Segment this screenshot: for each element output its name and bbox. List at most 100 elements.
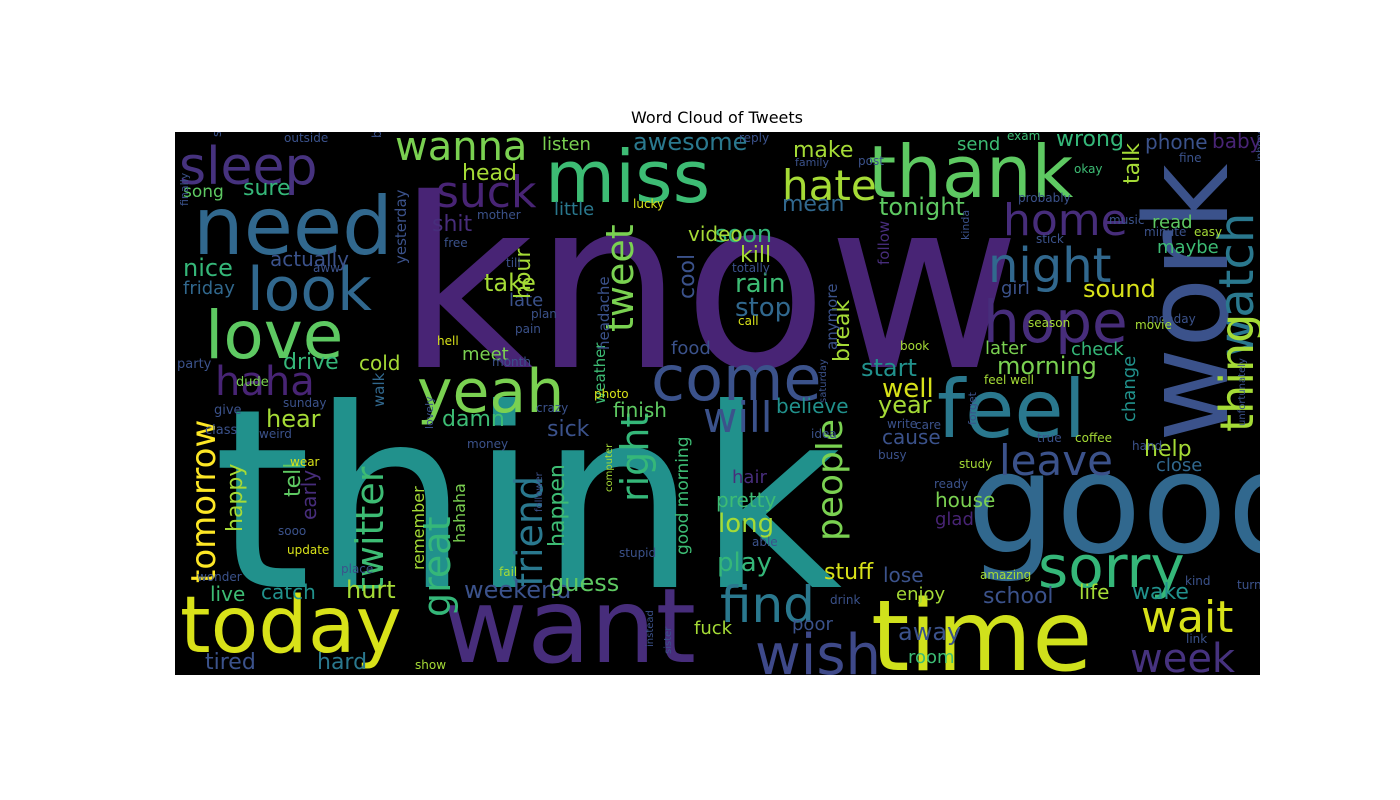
word-miss: miss [545, 135, 710, 219]
word-follow: follow [875, 221, 893, 265]
word-hurt: hurt [346, 576, 396, 604]
word-glad: glad [935, 509, 974, 530]
word-thing: thing [1210, 314, 1260, 432]
word-catch: catch [261, 580, 316, 604]
word-follower: follower [534, 471, 545, 512]
word-dude: dude [236, 375, 269, 390]
word-instead: instead [645, 610, 656, 647]
word-break: break [830, 299, 855, 362]
word-hard: hard [317, 650, 367, 675]
word-work: work [1121, 163, 1255, 442]
word-talk: talk [1120, 143, 1145, 184]
word-suck: suck [436, 167, 537, 218]
word-lose: lose [883, 563, 924, 587]
word-good: good [967, 423, 1260, 586]
word-awesome: awesome [633, 132, 747, 156]
word-minute: minute [1144, 225, 1186, 239]
word-wake: wake [1132, 580, 1189, 605]
word-late: late [509, 290, 543, 311]
word-close: close [1156, 455, 1202, 476]
word-okay: okay [1074, 162, 1103, 176]
word-feel: feel [937, 363, 1086, 456]
word-hour: hour [511, 248, 536, 299]
word-tonight: tonight [879, 193, 965, 221]
word-year: year [878, 391, 932, 419]
word-damn: damn [442, 407, 505, 432]
word-free: free [444, 236, 468, 250]
word-sleep: sleep [179, 137, 318, 197]
word-music: music [1109, 213, 1144, 227]
word-rain: rain [735, 269, 785, 299]
word-wear: wear [290, 455, 320, 469]
word-will: will [703, 393, 772, 442]
word-totally: totally [732, 261, 770, 275]
word-sunday: sunday [283, 396, 327, 410]
word-show: show [415, 658, 446, 672]
word-sick: sick [547, 417, 590, 442]
word-finish: finish [613, 398, 667, 422]
word-stick: stick [1036, 232, 1064, 246]
word-photo: photo [594, 387, 629, 401]
word-hate: hate [782, 161, 877, 210]
word-true: true [1037, 431, 1062, 445]
word-make: make [793, 138, 853, 163]
word-cool: cool [675, 254, 700, 299]
word-good-morning: good morning [673, 436, 693, 555]
word-yesterday: yesterday [392, 189, 410, 264]
word-feel-well: feel well [984, 373, 1034, 387]
word-great: great [415, 517, 459, 617]
word-friday: friday [183, 278, 235, 299]
word-well: well [882, 374, 934, 404]
word-headache: headache [595, 276, 613, 350]
word-anymore: anymore [823, 284, 841, 350]
word-night: night [988, 238, 1111, 294]
word-pretty: pretty [716, 488, 776, 512]
word-update: update [287, 543, 329, 557]
word-cause: cause [882, 425, 941, 449]
word-tomorrow: tomorrow [184, 420, 224, 583]
word-amazing: amazing [980, 568, 1031, 582]
word-hand: hand [1132, 439, 1162, 453]
word-hope: hope [983, 288, 1128, 356]
word-watch: watch [1209, 213, 1260, 357]
word-ready: ready [934, 477, 968, 491]
word-cloud-background [175, 132, 1260, 675]
word-video: video [688, 222, 743, 246]
word-pain: pain [515, 322, 541, 336]
word-send: send [957, 134, 1000, 155]
word-kinda: kinda [959, 210, 972, 240]
word-sister: sister [663, 626, 674, 654]
word-drive: drive [283, 350, 339, 375]
word-kind: kind [1185, 574, 1211, 588]
word-weird: weird [259, 427, 292, 441]
word-reply: reply [739, 132, 769, 145]
word-happy: happy [223, 464, 248, 532]
word-actually: actually [270, 247, 349, 271]
word-nice: nice [183, 254, 233, 282]
word-leave: leave [999, 436, 1113, 485]
word-read: read [1152, 212, 1193, 233]
word-poor: poor [792, 614, 833, 635]
word-unfortunately: unfortunately [1237, 358, 1248, 426]
word-able: able [752, 535, 778, 549]
word-home: home [1003, 195, 1128, 246]
word-easy: easy [1194, 225, 1222, 239]
word-tweet: tweet [598, 224, 642, 332]
word-take: take [484, 269, 536, 297]
word-meet: meet [462, 344, 509, 365]
word-post: post [858, 154, 884, 168]
word-shit: shit [432, 212, 473, 237]
word-find: find [720, 576, 815, 634]
word-aww: aww [313, 261, 340, 275]
word-girl: girl [1001, 278, 1030, 299]
word-season: season [1028, 316, 1070, 330]
word-family: family [795, 156, 829, 169]
word-friend: friend [507, 476, 551, 587]
word-place: place [341, 562, 373, 576]
word-sorry: sorry [1038, 533, 1185, 601]
word-life: life [1079, 580, 1109, 604]
word-study: study [959, 457, 992, 471]
word-stay: stay [210, 132, 224, 137]
word-play: play [717, 548, 772, 578]
word-fail: fail [499, 565, 517, 579]
